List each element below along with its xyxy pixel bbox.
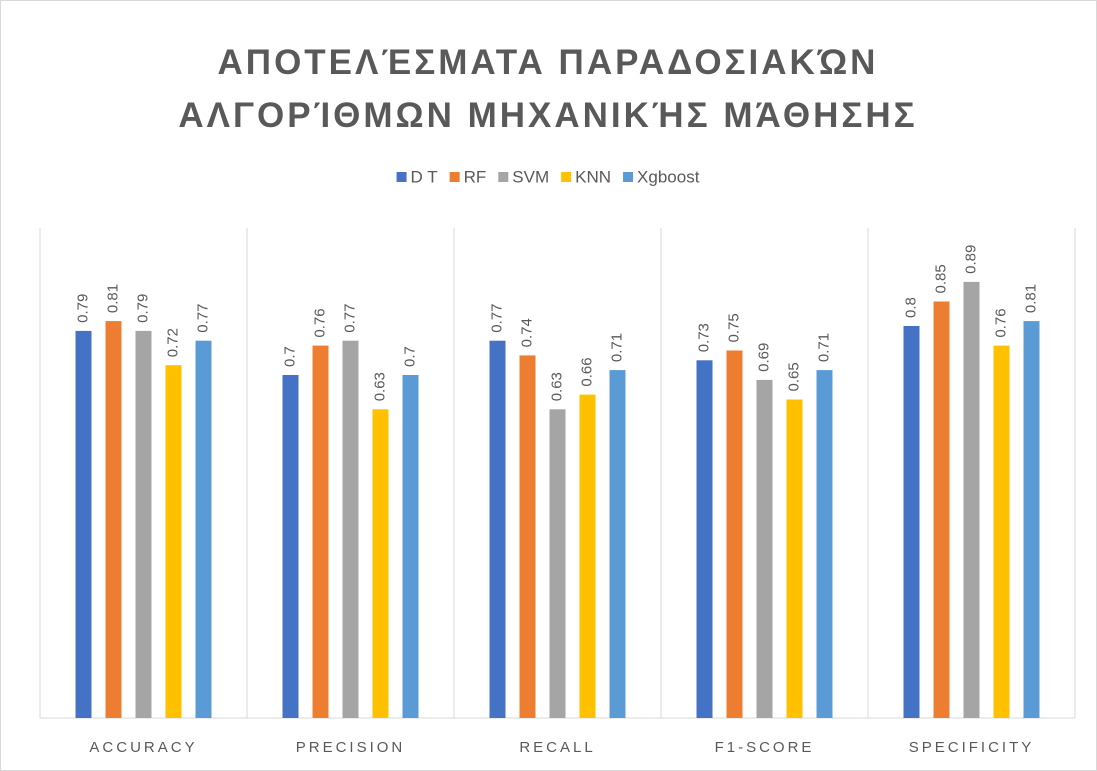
data-label: 0.72 xyxy=(164,328,181,357)
legend-label: Xgboost xyxy=(637,167,700,186)
legend-label: D T xyxy=(411,167,438,186)
bar xyxy=(342,340,359,718)
data-label: 0.65 xyxy=(785,362,802,391)
data-label: 0.73 xyxy=(695,323,712,352)
bar xyxy=(903,326,920,718)
data-label: 0.85 xyxy=(932,264,949,293)
data-label: 0.63 xyxy=(371,372,388,401)
bar xyxy=(195,340,212,718)
bar xyxy=(282,375,299,718)
bar xyxy=(816,370,833,718)
x-tick-label: SPECIFICITY xyxy=(909,739,1035,756)
bar xyxy=(1023,321,1040,718)
legend-swatch xyxy=(498,172,509,182)
data-label: 0.77 xyxy=(194,303,211,332)
data-label: 0.71 xyxy=(815,333,832,362)
bar xyxy=(726,350,743,718)
bar xyxy=(372,409,389,718)
data-label: 0.7 xyxy=(401,346,418,367)
data-label: 0.66 xyxy=(578,357,595,386)
data-label: 0.89 xyxy=(962,245,979,274)
bar xyxy=(579,394,596,718)
x-tick-label: F1-SCORE xyxy=(715,739,815,756)
bar xyxy=(933,301,950,718)
legend-label: RF xyxy=(464,167,487,186)
data-label: 0.79 xyxy=(134,294,151,323)
data-label: 0.69 xyxy=(755,343,772,372)
data-label: 0.79 xyxy=(74,294,91,323)
legend-swatch xyxy=(396,172,407,182)
bar xyxy=(963,281,980,718)
chart-title: ΑΠΟΤΕΛΈΣΜΑΤΑ ΠΑΡΑΔΟΣΙΑΚΏΝ ΑΛΓΟΡΊΘΜΩΝ ΜΗΧ… xyxy=(178,43,918,135)
data-label: 0.75 xyxy=(725,313,742,342)
legend-label: SVM xyxy=(512,167,549,186)
x-tick-label: RECALL xyxy=(519,739,595,756)
bar xyxy=(786,399,803,718)
legend-swatch xyxy=(449,172,460,182)
x-tick-label: PRECISION xyxy=(296,739,406,756)
bar xyxy=(519,355,536,718)
data-label: 0.8 xyxy=(902,297,919,318)
data-label: 0.77 xyxy=(488,303,505,332)
data-label: 0.77 xyxy=(341,303,358,332)
bar xyxy=(312,345,329,718)
data-label: 0.81 xyxy=(104,284,121,313)
x-tick-label: ACCURACY xyxy=(89,739,197,756)
bar xyxy=(165,365,182,718)
data-label: 0.63 xyxy=(548,372,565,401)
bar xyxy=(75,330,92,718)
bar xyxy=(549,409,566,718)
bar xyxy=(609,370,626,718)
bar xyxy=(105,321,122,718)
bar xyxy=(993,345,1010,718)
data-label: 0.74 xyxy=(518,318,535,347)
legend-label: KNN xyxy=(575,167,611,186)
data-label: 0.76 xyxy=(311,308,328,337)
data-label: 0.81 xyxy=(1022,284,1039,313)
bar xyxy=(489,340,506,718)
legend-swatch xyxy=(623,172,634,182)
bar xyxy=(135,330,152,718)
data-label: 0.76 xyxy=(992,308,1009,337)
bar xyxy=(756,379,773,718)
legend-swatch xyxy=(561,172,572,182)
data-label: 0.7 xyxy=(281,346,298,367)
bar xyxy=(402,375,419,718)
data-label: 0.71 xyxy=(608,333,625,362)
bar xyxy=(696,360,713,718)
